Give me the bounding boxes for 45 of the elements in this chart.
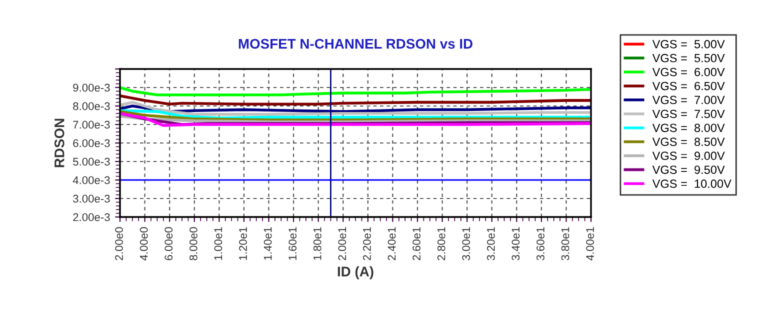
x-tick-label: 2.20e1 (363, 227, 371, 260)
chart-title: MOSFET N-CHANNEL RDSON vs ID (238, 38, 472, 49)
line-series (120, 94, 591, 106)
y-tick-label: 7.00e-3 (73, 120, 110, 129)
legend-label: VGS = 9.50V (652, 166, 725, 174)
x-tick-label: 2.60e1 (412, 227, 420, 260)
legend-label: VGS = 8.00V (652, 124, 725, 132)
legend-label: VGS = 10.00V (652, 180, 732, 188)
x-tick-label: 3.20e1 (486, 227, 495, 260)
legend-label: VGS = 7.50V (652, 110, 725, 118)
x-tick-label: 3.60e1 (536, 227, 544, 260)
x-tick-label: 2.00e0 (115, 227, 123, 260)
legend-label: VGS = 5.00V (652, 40, 725, 48)
x-tick-label: 1.20e1 (239, 227, 247, 260)
y-tick-label: 9.00e-3 (73, 84, 110, 92)
legend-label: VGS = 5.50V (652, 54, 725, 62)
x-tick-label: 3.00e1 (462, 227, 470, 260)
x-tick-label: 1.40e1 (264, 227, 272, 260)
y-tick-label: 3.00e-3 (73, 194, 110, 203)
legend-label: VGS = 9.00V (652, 152, 725, 160)
x-tick-label: 4.00e0 (140, 227, 148, 260)
line-series (120, 86, 591, 96)
x-tick-label: 3.80e1 (561, 227, 570, 260)
x-tick-label: 4.00e1 (586, 227, 594, 260)
x-tick-label: 3.40e1 (512, 227, 520, 260)
y-tick-label: 5.00e-3 (73, 158, 110, 166)
x-tick-label: 1.60e1 (288, 227, 297, 260)
x-tick-label: 2.80e1 (437, 227, 446, 260)
legend-label: VGS = 7.00V (652, 96, 725, 104)
legend-label: VGS = 8.50V (652, 138, 725, 146)
line-series (120, 100, 591, 116)
y-axis-title: RDSON (54, 118, 64, 168)
y-tick-label: 2.00e-3 (73, 213, 110, 222)
x-tick-label: 2.00e1 (338, 227, 346, 260)
x-tick-label: 1.00e1 (214, 227, 222, 260)
y-tick-label: 8.00e-3 (73, 102, 110, 110)
x-tick-label: 1.80e1 (313, 227, 322, 260)
legend-label: VGS = 6.50V (652, 82, 725, 90)
x-tick-label: 8.00e0 (189, 227, 198, 260)
x-tick-label: 6.00e0 (164, 227, 173, 260)
x-axis-title: ID (A) (338, 266, 374, 280)
y-tick-label: 4.00e-3 (72, 176, 110, 184)
x-tick-label: 2.40e1 (388, 227, 396, 260)
legend-label: VGS = 6.00V (652, 68, 725, 76)
y-tick-label: 6.00e-3 (73, 139, 110, 148)
